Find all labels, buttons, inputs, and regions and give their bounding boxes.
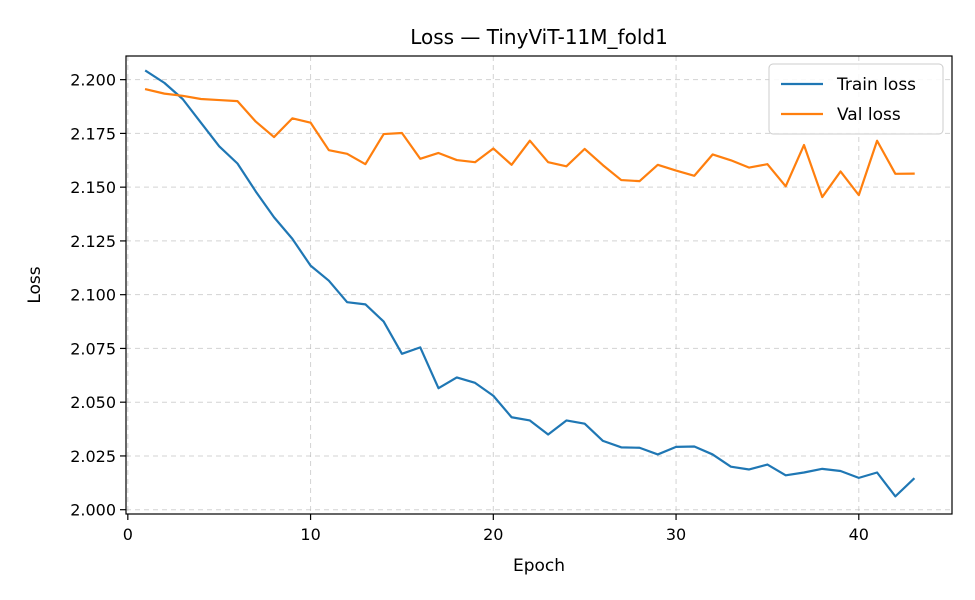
x-tick-label: 10 <box>300 525 320 544</box>
legend-box <box>768 63 944 135</box>
legend-label-val-loss: Val loss <box>837 105 901 125</box>
legend-label-train-loss: Train loss <box>836 75 916 95</box>
y-axis-label: Loss <box>25 266 45 303</box>
series-line-train-loss <box>144 69 916 498</box>
legend: Train loss Val loss <box>768 63 944 135</box>
x-tick-label: 20 <box>483 525 503 544</box>
y-tick-label: 2.000 <box>70 501 116 520</box>
plot-frame <box>125 55 953 515</box>
y-tick-label: 2.100 <box>70 286 116 305</box>
axis-ticks: 0 10 20 30 40 2.000 2.025 2.050 2.075 2.100 2.125 2… <box>70 71 869 544</box>
y-tick-label: 2.125 <box>70 232 116 251</box>
y-tick-label: 2.175 <box>70 124 116 143</box>
x-tick-label: 0 <box>123 525 133 544</box>
y-tick-label: 2.025 <box>70 447 116 466</box>
y-tick-label: 2.150 <box>70 178 116 197</box>
chart-title: Loss — TinyViT-11M_fold1 <box>410 25 668 49</box>
x-tick-label: 30 <box>666 525 686 544</box>
x-tick-label: 40 <box>849 525 869 544</box>
series-lines <box>144 69 916 498</box>
series-line-val-loss <box>144 88 915 199</box>
x-axis-label: Epoch <box>513 556 565 576</box>
y-tick-label: 2.200 <box>70 71 116 90</box>
y-tick-label: 2.050 <box>70 393 116 412</box>
y-tick-label: 2.075 <box>70 339 116 358</box>
